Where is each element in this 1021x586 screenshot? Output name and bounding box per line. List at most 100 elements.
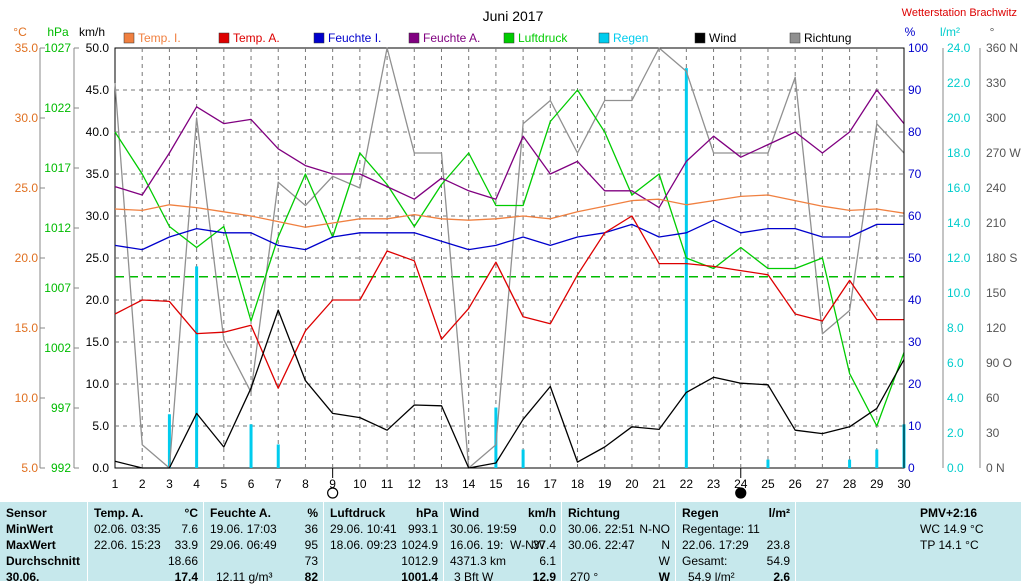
legend-label: Feuchte I. (328, 31, 381, 45)
pressure-title: Luftdruck (330, 506, 386, 520)
new-moon-icon (735, 487, 747, 499)
legend-label: Regen (613, 31, 648, 45)
legend-label: Richtung (804, 31, 851, 45)
direction-tick-label: 0 N (986, 461, 1005, 475)
humidity-max-value: 95 (304, 538, 318, 552)
rain-title: Regen (682, 506, 719, 520)
full-moon-icon (327, 487, 339, 499)
rain-bar (875, 449, 879, 468)
direction-tick-label: 300 (986, 111, 1006, 125)
legend: Temp. I. Temp. A. Feuchte I. Feuchte A. Luft… (123, 31, 851, 45)
x-tick-label: 26 (788, 477, 802, 491)
rain-column: Regen l/m² Regentage: 11 22.06. 17:29 23.8… (676, 502, 794, 584)
x-tick-label: 28 (843, 477, 857, 491)
rain-tick-label: 22.0 (947, 76, 971, 90)
axes: 1 2 3 4 5 6 7 8 9 10 11 12 13 14 15 16 17 18 19 20 21 22 23 24 2… (13, 25, 1021, 499)
series-line-wind (114, 309, 905, 469)
humidity-unit: % (307, 506, 318, 520)
direction-title: Richtung (568, 506, 620, 520)
rain-tick-label: 12.0 (947, 251, 971, 265)
temp-unit-label: °C (13, 25, 27, 39)
pressure-max-time: 18.06. 09:23 (330, 538, 397, 552)
direction-min-time: 30.06. 22:51 (568, 522, 635, 536)
pressure-tick-label: 1022 (44, 101, 71, 115)
x-tick-label: 8 (302, 477, 309, 491)
temp-column: Temp. A. °C 02.06. 03:35 7.6 22.06. 15:23 3… (88, 502, 202, 584)
legend-swatch (408, 32, 420, 44)
series-lines (114, 47, 905, 469)
legend-swatch (789, 32, 801, 44)
x-tick-label: 6 (248, 477, 255, 491)
legend-swatch (503, 32, 515, 44)
humidity-current-value: 82 (304, 570, 318, 584)
wind-tick-label: 5.0 (92, 419, 109, 433)
wind-current-value: 12.9 (532, 570, 556, 584)
temp-avg-value: 18.66 (167, 554, 198, 568)
legend-label: Feuchte A. (423, 31, 480, 45)
legend-swatch (598, 32, 610, 44)
x-tick-label: 25 (761, 477, 775, 491)
pressure-min-value: 993.1 (407, 522, 438, 536)
legend-swatch (218, 32, 230, 44)
weather-chart: 1 2 3 4 5 6 7 8 9 10 11 12 13 14 15 16 17 18 19 20 21 22 23 24 2… (13, 7, 1021, 499)
wind-beaufort: 3 Bft W (454, 570, 494, 584)
pressure-tick-label: 1012 (44, 221, 71, 235)
humidity-max-time: 29.06. 06:49 (210, 538, 277, 552)
rain-tick-label: 16.0 (947, 181, 971, 195)
x-tick-label: 2 (139, 477, 146, 491)
series-line-feuchte-i- (114, 219, 904, 251)
direction-tick-label: 30 (986, 426, 1000, 440)
humidity-tick-label: 30 (908, 335, 922, 349)
wind-tick-label: 25.0 (86, 251, 110, 265)
rain-bar (167, 414, 171, 468)
wind-min-value: 0.0 (539, 522, 556, 536)
rain-max-value: 23.8 (766, 538, 790, 552)
legend-swatch (694, 32, 706, 44)
rain-unit: l/m² (768, 506, 790, 520)
x-tick-label: 29 (870, 477, 884, 491)
temp-min-value: 7.6 (181, 522, 198, 536)
extra-column: PMV+2:16 WC 14.9 °C TP 14.1 °C (796, 502, 1021, 581)
x-tick-label: 22 (680, 477, 694, 491)
humidity-tick-label: 40 (908, 293, 922, 307)
legend-label: Temp. A. (233, 31, 280, 45)
direction-degrees: 270 ° (570, 570, 599, 584)
temp-unit: °C (184, 506, 198, 520)
direction-column: Richtung 30.06. 22:51 N-NO 30.06. 22:47 N … (562, 502, 674, 584)
pressure-max-value: 1024.9 (401, 538, 438, 552)
rain-tick-label: 4.0 (947, 391, 964, 405)
wind-avg-value: 6.1 (539, 554, 556, 568)
rain-bar (276, 444, 280, 468)
direction-unit-label: ° (990, 25, 995, 39)
pressure-column: Luftdruck hPa 29.06. 10:41 993.1 18.06. 09… (324, 502, 442, 584)
legend-swatch (313, 32, 325, 44)
series-line-richtung (114, 47, 905, 469)
humidity-tick-label: 80 (908, 125, 922, 139)
x-tick-label: 1 (112, 477, 119, 491)
rain-tick-label: 10.0 (947, 286, 971, 300)
chart-title: Juni 2017 (483, 8, 544, 24)
pressure-tick-label: 1002 (44, 341, 71, 355)
rain-days: Regentage: 11 (682, 522, 760, 536)
pressure-tick-label: 992 (51, 461, 71, 475)
x-tick-label: 15 (489, 477, 503, 491)
direction-tick-label: 270 W (986, 146, 1021, 160)
legend-label: Luftdruck (518, 31, 568, 45)
rain-bar (521, 449, 525, 468)
x-tick-label: 14 (462, 477, 476, 491)
humidity-tick-label: 0 (908, 461, 915, 475)
pmv-value: PMV+2:16 (920, 506, 978, 520)
temp-max-value: 33.9 (174, 538, 198, 552)
row-label-min: MinWert (6, 522, 54, 536)
rain-tick-label: 2.0 (947, 426, 964, 440)
wind-max-time: 16.06. 19: (450, 538, 504, 552)
legend-label: Wind (709, 31, 736, 45)
x-tick-label: 12 (408, 477, 422, 491)
wind-unit-label: km/h (79, 25, 105, 39)
direction-max-time: 30.06. 22:47 (568, 538, 635, 552)
temp-tick-label: 35.0 (15, 41, 39, 55)
direction-avg-value: W (658, 554, 670, 568)
pressure-unit: hPa (415, 506, 438, 520)
pressure-avg-value: 1012.9 (401, 554, 438, 568)
x-tick-label: 10 (353, 477, 367, 491)
